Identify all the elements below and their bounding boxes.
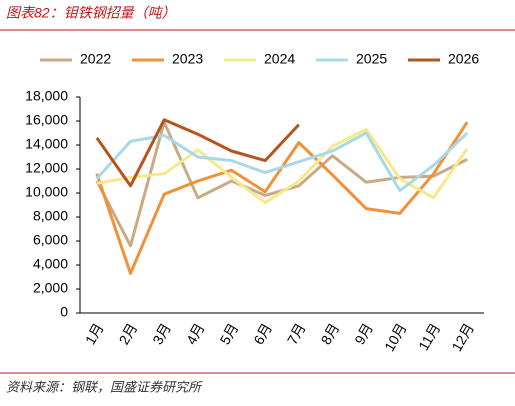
legend-label: 2024 bbox=[264, 51, 295, 67]
series-line bbox=[96, 127, 469, 205]
legend-label: 2023 bbox=[172, 51, 203, 67]
y-tick-label: 0 bbox=[60, 304, 68, 320]
y-tick-label: 16,000 bbox=[25, 112, 68, 128]
y-tick-label: 18,000 bbox=[25, 88, 68, 104]
x-tick-label: 3月 bbox=[149, 320, 174, 347]
y-tick-label: 2,000 bbox=[33, 280, 68, 296]
series-line bbox=[95, 118, 300, 188]
legend-label: 2022 bbox=[80, 51, 111, 67]
x-tick-label: 2月 bbox=[116, 320, 141, 347]
x-tick-label: 4月 bbox=[183, 320, 208, 347]
y-tick-label: 10,000 bbox=[25, 184, 68, 200]
y-tick-label: 4,000 bbox=[33, 256, 68, 272]
source: 资料来源：钢联，国盛证券研究所 bbox=[6, 379, 203, 394]
x-tick-label: 1月 bbox=[82, 320, 107, 347]
legend-label: 2025 bbox=[356, 51, 387, 67]
x-tick-label: 11月 bbox=[415, 320, 443, 353]
y-tick-label: 6,000 bbox=[33, 232, 68, 248]
chart-title: 图表82：钼铁钢招量（吨） bbox=[6, 5, 176, 21]
y-tick-label: 14,000 bbox=[25, 136, 68, 152]
x-tick-label: 7月 bbox=[284, 320, 309, 347]
x-tick-label: 5月 bbox=[217, 320, 242, 347]
y-tick-label: 8,000 bbox=[33, 208, 68, 224]
x-tick-label: 9月 bbox=[351, 320, 376, 347]
y-tick-label: 12,000 bbox=[25, 160, 68, 176]
legend-label: 2026 bbox=[448, 51, 479, 67]
x-tick-label: 6月 bbox=[250, 320, 275, 347]
series-line bbox=[95, 131, 469, 193]
x-tick-label: 8月 bbox=[318, 320, 343, 347]
x-tick-label: 10月 bbox=[381, 320, 410, 354]
x-tick-label: 12月 bbox=[448, 320, 477, 354]
